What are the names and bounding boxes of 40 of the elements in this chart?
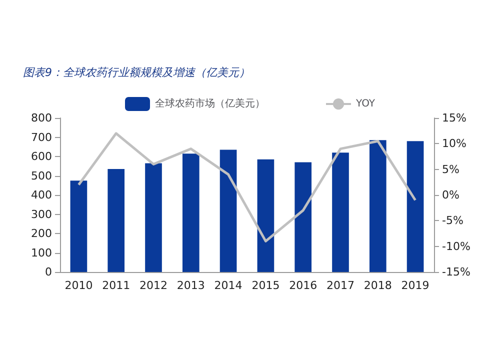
y-tick-label: 300	[31, 208, 52, 221]
y-tick-label: 700	[31, 130, 52, 144]
bar	[182, 154, 200, 272]
y-tick-label: 200	[31, 227, 52, 240]
bar	[108, 169, 125, 272]
y2-tick-label: 15%	[442, 112, 466, 124]
x-tick-label: 2012	[140, 279, 168, 292]
bar	[369, 140, 386, 272]
bar	[70, 180, 88, 272]
x-tick-label: 2015	[252, 279, 280, 292]
x-tick-label: 2018	[364, 279, 392, 292]
bar	[294, 162, 312, 272]
bar	[145, 163, 162, 272]
y2-tick-label: -15%	[442, 266, 470, 278]
bar	[406, 141, 424, 272]
y2-tick-label: -5%	[442, 214, 464, 228]
y-tick-label: 500	[31, 169, 52, 182]
y-tick-label: 400	[31, 188, 52, 202]
y2-tick-label: -10%	[442, 240, 470, 253]
line-series	[77, 132, 417, 242]
bar	[257, 159, 274, 272]
bar	[220, 150, 237, 272]
x-tick-label: 2013	[176, 279, 205, 292]
x-tick-label: 2010	[64, 279, 93, 292]
x-tick-label: 2017	[326, 279, 354, 292]
y2-tick-label: 5%	[442, 162, 460, 176]
x-tick-label: 2016	[289, 279, 318, 292]
x-tick-label: 2011	[102, 279, 130, 292]
y-tick-label: 600	[31, 150, 52, 163]
y-tick-label: 0	[45, 266, 52, 278]
legend-label: YOY	[355, 98, 376, 110]
x-tick-label: 2019	[401, 279, 430, 292]
chart-title: 图表9：全球农药行业额规模及增速（亿美元）	[23, 66, 250, 79]
y-tick-label: 800	[31, 112, 52, 124]
legend-label: 全球农药市场（亿美元）	[155, 98, 266, 110]
bar	[332, 152, 349, 272]
y2-tick-label: 0%	[442, 188, 460, 202]
y-tick-label: 100	[31, 246, 52, 260]
x-tick-label: 2014	[214, 279, 242, 292]
y2-tick-label: 10%	[442, 137, 466, 150]
